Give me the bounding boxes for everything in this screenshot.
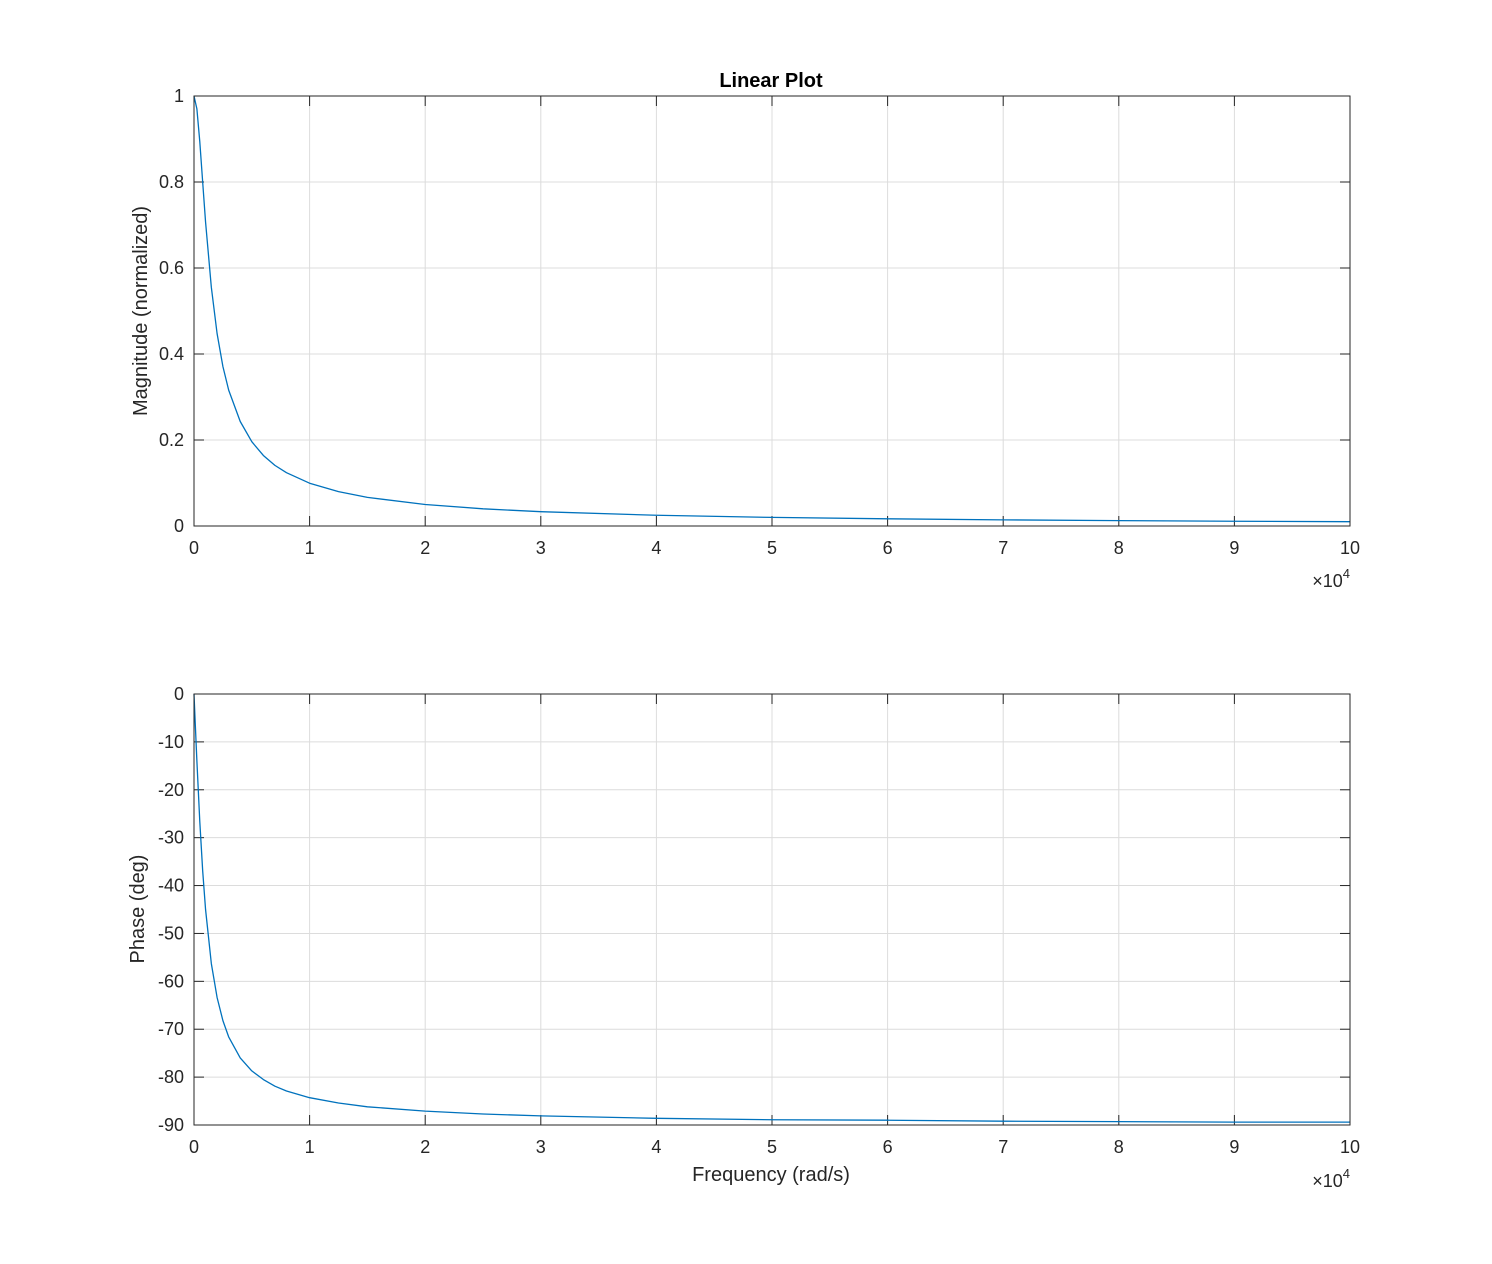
phase-y-tick-label: -60 xyxy=(158,971,184,991)
phase-x-axis-label: Frequency (rad/s) xyxy=(692,1164,850,1186)
magnitude-x-tick-label: 10 xyxy=(1340,538,1360,558)
magnitude-axes-box xyxy=(193,95,1351,527)
phase-x-tick-label: 9 xyxy=(1229,1137,1239,1157)
magnitude-y-tick-label: 0.6 xyxy=(159,258,184,278)
phase-y-tick-label: -20 xyxy=(158,780,184,800)
phase-y-tick-label: -90 xyxy=(158,1115,184,1135)
phase-y-tick-label: -50 xyxy=(158,923,184,943)
magnitude-x-tick-label: 3 xyxy=(536,538,546,558)
phase-x-tick-label: 8 xyxy=(1114,1137,1124,1157)
magnitude-plot-area: 0 1 2 3 4 5 6 7 8 9 10 0 0.2 0.4 0.6 0.8 1 xyxy=(159,86,1360,558)
phase-x-tick-label: 4 xyxy=(651,1137,661,1157)
magnitude-y-tick-label: 0.4 xyxy=(159,344,184,364)
magnitude-x-tick-label: 7 xyxy=(998,538,1008,558)
magnitude-y-tick-label: 0.2 xyxy=(159,430,184,450)
phase-series-line xyxy=(193,693,1350,1123)
magnitude-x-tick-label: 9 xyxy=(1229,538,1239,558)
magnitude-subplot: 0 1 2 3 4 5 6 7 8 9 10 0 0.2 0.4 0.6 0.8 1 Linear Plot M… xyxy=(130,70,1360,591)
phase-x-tick-label: 0 xyxy=(189,1137,199,1157)
phase-x-tick-label: 2 xyxy=(420,1137,430,1157)
phase-axes-box xyxy=(193,693,1351,1126)
phase-y-tick-label: -30 xyxy=(158,828,184,848)
phase-subplot: 0 1 2 3 4 5 6 7 8 9 10-90-80-70-60-50-40-30-20-100… xyxy=(127,684,1360,1191)
magnitude-x-tick-label: 2 xyxy=(420,538,430,558)
phase-x-tick-label: 7 xyxy=(998,1137,1008,1157)
phase-y-tick-label: -40 xyxy=(158,876,184,896)
phase-x-tick-label: 10 xyxy=(1340,1137,1360,1157)
magnitude-x-tick-label: 8 xyxy=(1114,538,1124,558)
phase-x-tick-label: 3 xyxy=(536,1137,546,1157)
magnitude-y-axis-label: Magnitude (normalized) xyxy=(130,206,152,416)
magnitude-x-tick-label: 0 xyxy=(189,538,199,558)
phase-y-tick-label: -70 xyxy=(158,1019,184,1039)
magnitude-x-exponent: ×104 xyxy=(1312,566,1350,591)
magnitude-x-tick-label: 6 xyxy=(883,538,893,558)
phase-x-tick-label: 6 xyxy=(883,1137,893,1157)
phase-x-tick-label: 1 xyxy=(305,1137,315,1157)
magnitude-y-tick-label: 0 xyxy=(174,516,184,536)
phase-y-tick-label: 0 xyxy=(174,684,184,704)
chart-title: Linear Plot xyxy=(719,70,823,92)
magnitude-x-tick-label: 5 xyxy=(767,538,777,558)
phase-x-tick-label: 5 xyxy=(767,1137,777,1157)
magnitude-y-tick-label: 1 xyxy=(174,86,184,106)
magnitude-y-tick-label: 0.8 xyxy=(159,172,184,192)
phase-plot-area: 0 1 2 3 4 5 6 7 8 9 10 -90 -80 -70 -60 -50 -40 -30 -20 -10 0 xyxy=(158,684,1360,1157)
phase-y-tick-label: -10 xyxy=(158,732,184,752)
phase-x-exponent: ×104 xyxy=(1312,1166,1350,1191)
magnitude-series-line xyxy=(193,95,1351,523)
phase-y-tick-label: -80 xyxy=(158,1067,184,1087)
magnitude-x-tick-label: 4 xyxy=(651,538,661,558)
magnitude-x-tick-label: 1 xyxy=(305,538,315,558)
phase-y-axis-label: Phase (deg) xyxy=(127,855,149,964)
